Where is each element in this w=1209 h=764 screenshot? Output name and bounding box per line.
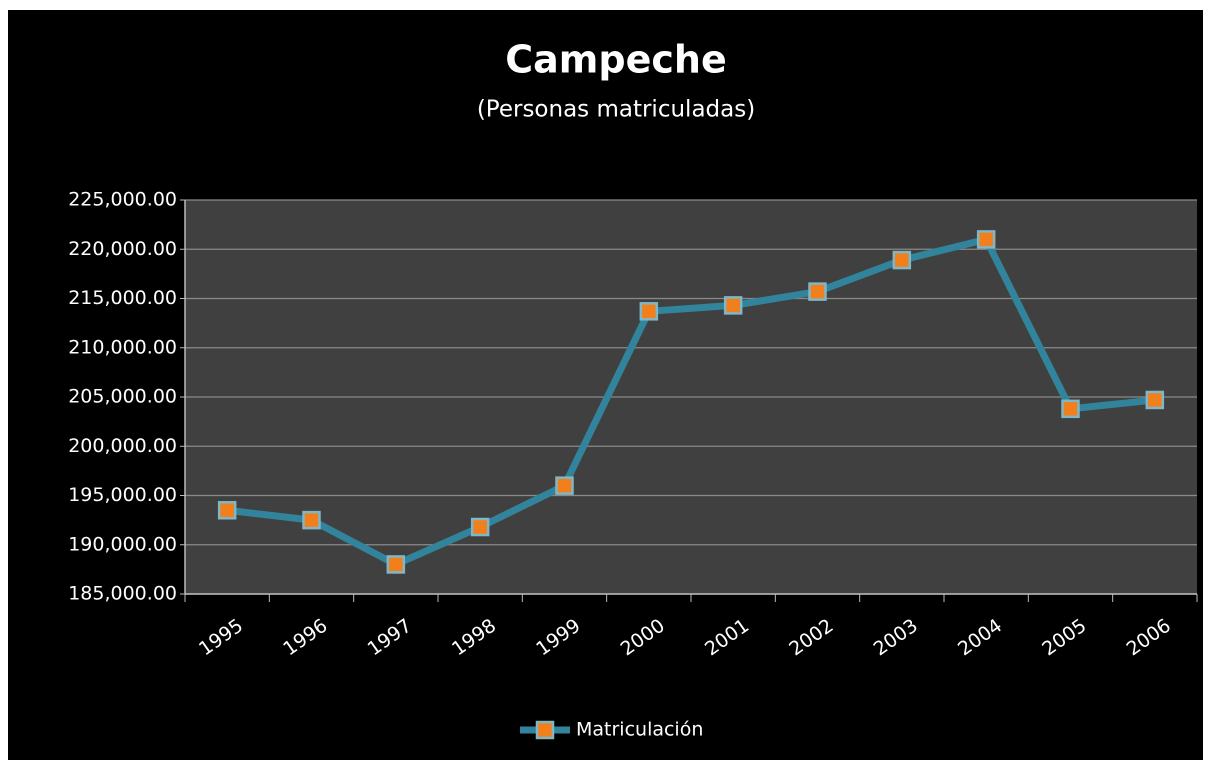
- marker: [639, 302, 659, 321]
- y-tick-label: 225,000.00: [68, 189, 177, 211]
- chart-subtitle: (Personas matriculadas): [477, 97, 755, 123]
- marker: [302, 510, 321, 530]
- marker: [470, 517, 490, 537]
- marker: [892, 250, 912, 270]
- y-tick-label: 215,000.00: [68, 287, 177, 309]
- chart-title: Campeche: [505, 38, 726, 82]
- y-tick-label: 190,000.00: [68, 533, 177, 555]
- marker: [1145, 390, 1165, 410]
- marker: [555, 476, 574, 495]
- marker: [217, 501, 237, 520]
- y-tick-label: 195,000.00: [68, 484, 177, 506]
- marker: [808, 282, 827, 301]
- y-tick-label: 220,000.00: [68, 238, 177, 260]
- marker: [1061, 399, 1080, 419]
- marker: [386, 555, 406, 574]
- marker: [976, 230, 996, 249]
- legend-label: Matriculación: [576, 719, 703, 741]
- series-line: [226, 235, 1156, 568]
- marker: [723, 296, 743, 315]
- y-tick-label: 205,000.00: [68, 386, 177, 408]
- marks: [217, 230, 1165, 740]
- y-tick-label: 185,000.00: [68, 583, 177, 605]
- legend-marker: [535, 720, 555, 740]
- y-tick-label: 210,000.00: [68, 336, 177, 358]
- y-tick-label: 200,000.00: [68, 435, 177, 457]
